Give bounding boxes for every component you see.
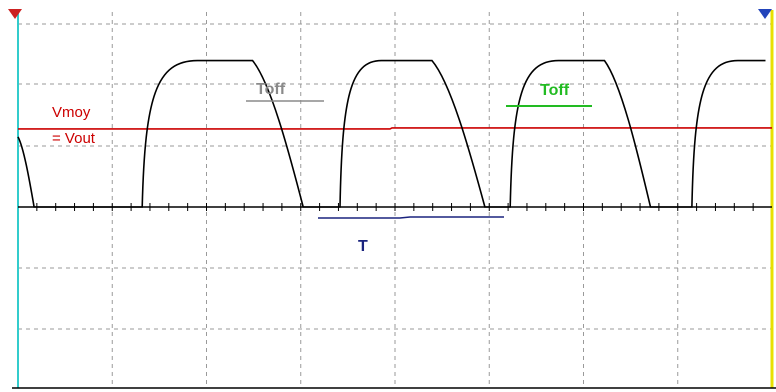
waveform-trace [17,59,766,208]
toff-green-label: Toff [540,82,570,99]
toff-gray-label: Toff [256,81,286,98]
period-label: T [358,238,368,255]
plot-grid [18,12,772,387]
vmoy-label: Vmoy [52,104,91,121]
trigger-right-marker-icon [758,9,772,19]
vmoy-average-line [18,127,772,130]
period-marker-line [318,216,504,219]
trigger-left-marker-icon [8,9,22,19]
vout-label: = Vout [52,130,96,147]
